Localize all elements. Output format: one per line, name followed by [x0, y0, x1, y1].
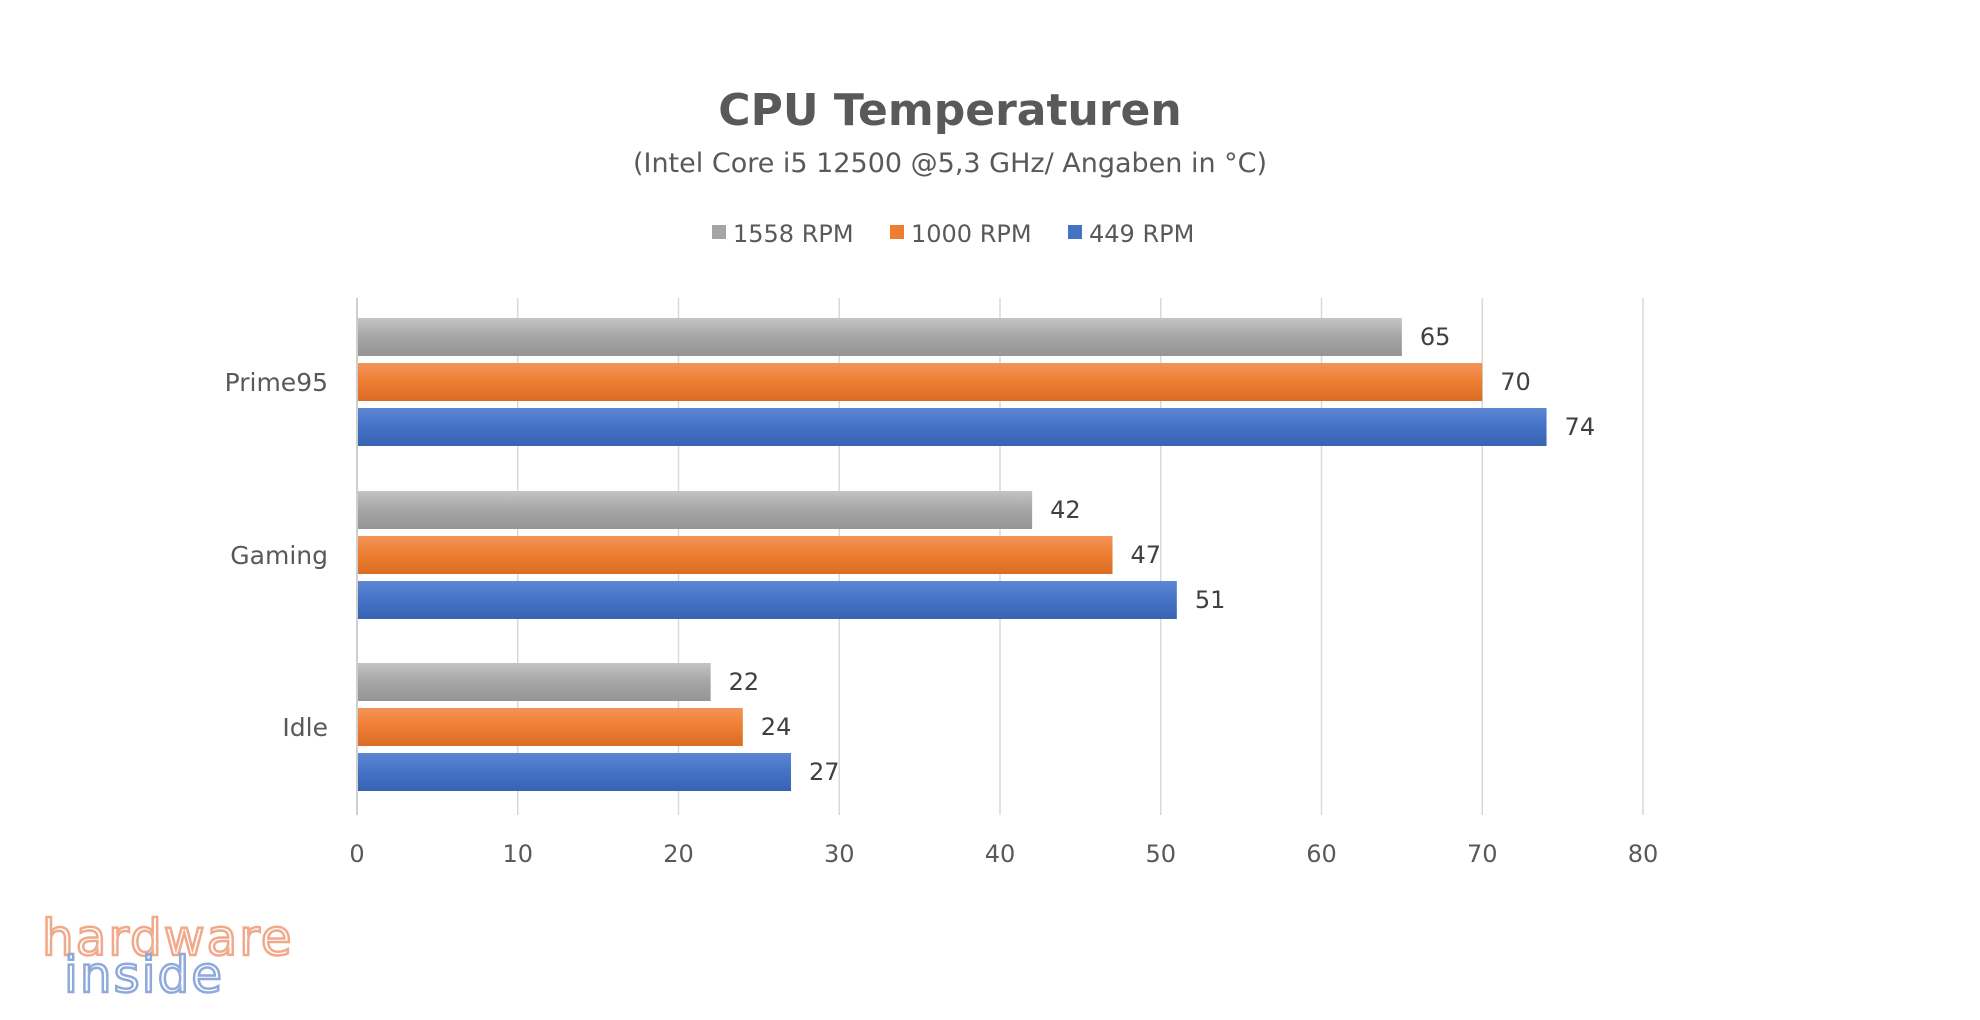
x-tick-label: 50: [1145, 840, 1176, 868]
data-label: 51: [1195, 586, 1226, 614]
x-tick-label: 70: [1467, 840, 1498, 868]
bar-prime95-1: [358, 318, 1402, 356]
x-tick-label: 60: [1306, 840, 1337, 868]
bar-gaming-3: [358, 581, 1177, 619]
data-label: 74: [1565, 413, 1596, 441]
legend-label: 1000 RPM: [911, 220, 1032, 248]
category-label-gaming: Gaming: [230, 541, 328, 570]
bar-prime95-3: [358, 408, 1547, 446]
category-label-prime95: Prime95: [225, 368, 328, 397]
bar-prime95-2: [358, 363, 1483, 401]
data-label: 70: [1500, 368, 1531, 396]
x-tick-label: 30: [824, 840, 855, 868]
data-label: 24: [761, 713, 792, 741]
x-tick-label: 80: [1628, 840, 1659, 868]
data-label: 22: [729, 668, 760, 696]
bars: [358, 318, 1547, 791]
data-label: 27: [809, 758, 840, 786]
x-tick-label: 20: [663, 840, 694, 868]
bar-gaming-2: [358, 536, 1113, 574]
logo-text-inside: inside: [64, 946, 224, 1004]
chart-title: CPU Temperaturen: [718, 85, 1181, 136]
bar-idle-2: [358, 708, 743, 746]
bar-gaming-1: [358, 491, 1033, 529]
legend-swatch: [712, 225, 726, 239]
x-tick-label: 10: [502, 840, 533, 868]
logo-text-hardware: hardware: [42, 909, 294, 967]
x-tick-label: 0: [349, 840, 364, 868]
labels: 0 10 20 30 40 50 60 70 80 65 70 74 Prime95 42 47 51 Gami…: [225, 323, 1659, 868]
legend-label: 1558 RPM: [733, 220, 854, 248]
legend-label: 449 RPM: [1089, 220, 1194, 248]
legend-swatch: [1068, 225, 1082, 239]
data-label: 42: [1050, 496, 1081, 524]
hardware-inside-logo: hardware inside: [41, 908, 294, 1006]
data-label: 65: [1420, 323, 1451, 351]
legend: 1558 RPM 1000 RPM 449 RPM: [712, 220, 1194, 248]
bar-idle-1: [358, 663, 711, 701]
data-label: 47: [1131, 541, 1162, 569]
category-label-idle: Idle: [282, 713, 328, 742]
x-tick-label: 40: [985, 840, 1016, 868]
legend-swatch: [890, 225, 904, 239]
bar-idle-3: [358, 753, 792, 791]
chart-subtitle: (Intel Core i5 12500 @5,3 GHz/ Angaben i…: [633, 148, 1267, 179]
